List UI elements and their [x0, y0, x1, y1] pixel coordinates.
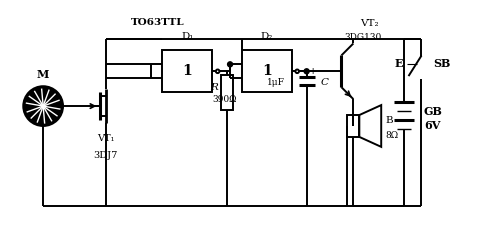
Text: GB: GB: [424, 106, 443, 117]
Text: 3DG130: 3DG130: [345, 33, 382, 42]
Text: SB: SB: [433, 58, 451, 69]
Text: 6V: 6V: [424, 121, 440, 132]
Bar: [221, 75, 233, 110]
Circle shape: [23, 86, 63, 126]
Text: M: M: [37, 69, 50, 80]
Text: 8Ω: 8Ω: [385, 132, 399, 140]
Text: +: +: [309, 67, 317, 76]
Bar: [162, 51, 212, 92]
Circle shape: [304, 69, 309, 74]
Text: C: C: [321, 78, 329, 87]
Bar: [242, 51, 292, 92]
Text: 3DJ7: 3DJ7: [94, 151, 118, 160]
Text: D₂: D₂: [260, 32, 273, 41]
Text: 1: 1: [182, 64, 192, 78]
Text: D₁: D₁: [181, 32, 193, 41]
Text: E: E: [395, 58, 403, 69]
Text: 1: 1: [262, 64, 272, 78]
Text: VT₁: VT₁: [97, 134, 115, 143]
Text: 1μF: 1μF: [267, 78, 285, 87]
Bar: [347, 115, 359, 137]
Text: TO63TTL: TO63TTL: [131, 18, 184, 27]
Text: VT₂: VT₂: [360, 19, 379, 28]
Text: R: R: [210, 83, 218, 92]
Text: B: B: [385, 115, 393, 124]
Text: 390Ω: 390Ω: [213, 95, 237, 104]
Circle shape: [227, 62, 233, 67]
